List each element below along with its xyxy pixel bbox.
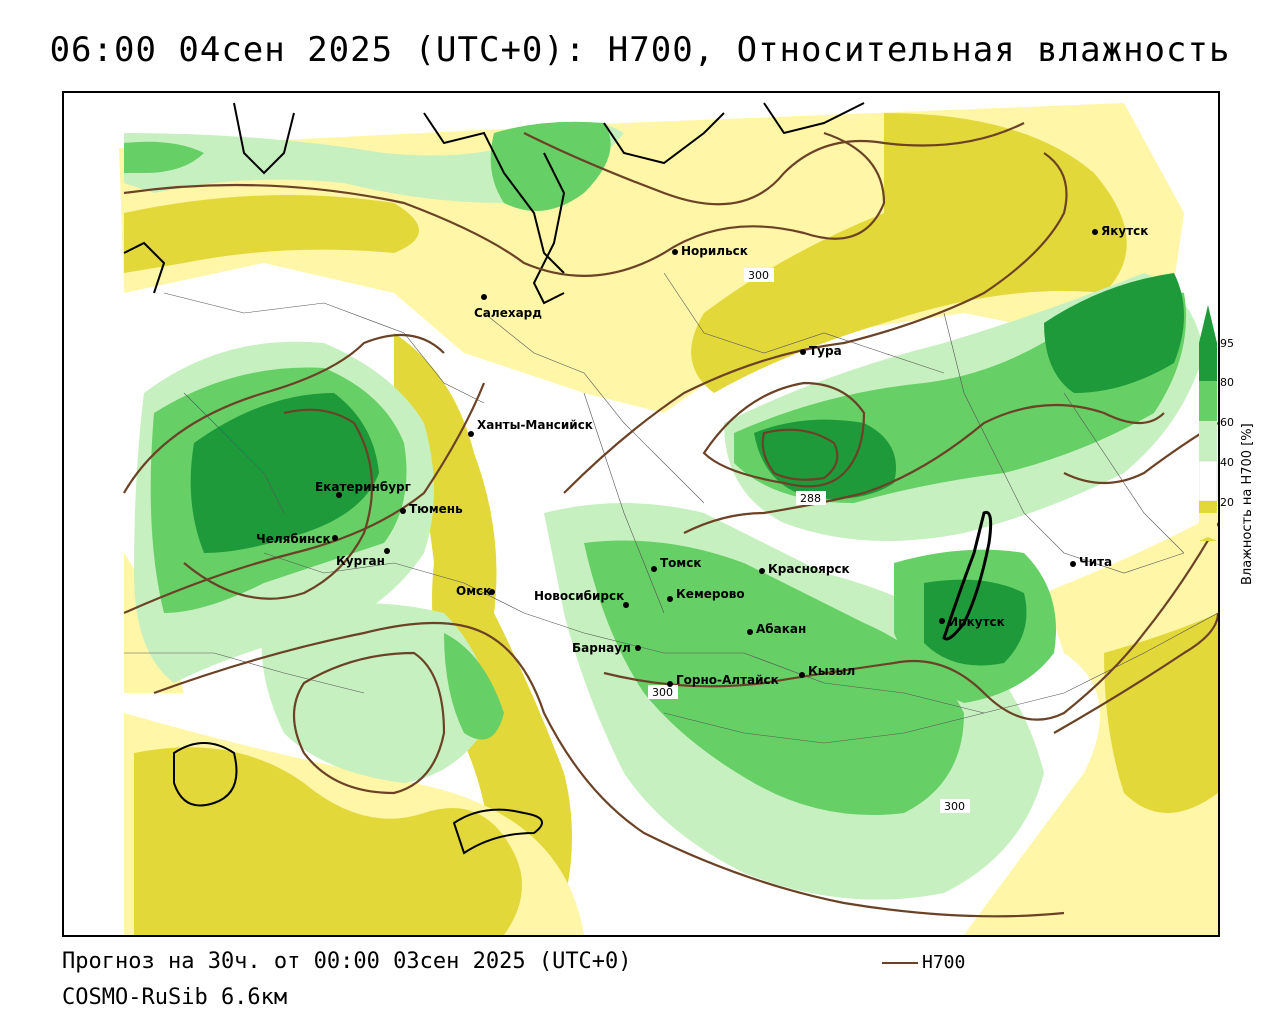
- colorbar-tick: 80: [1220, 376, 1234, 389]
- isoline-swatch: [882, 961, 918, 964]
- city-label: Екатеринбург: [315, 480, 411, 494]
- isoline-legend-label: H700: [922, 952, 966, 973]
- map-title: 06:00 04сен 2025 (UTC+0): H700, Относите…: [49, 30, 1231, 70]
- colorbar-bottom-triangle: [1199, 537, 1217, 541]
- very-wet-zone-baikal: [924, 579, 1027, 666]
- wet-zone-western-plain: [444, 633, 504, 740]
- colorbar-segment-95: [1199, 343, 1217, 381]
- colorbar-segment-80: [1199, 381, 1217, 421]
- colorbar-top-triangle: [1199, 305, 1217, 343]
- colorbar-tick: 20: [1220, 496, 1234, 509]
- very-dry-band-northwest: [124, 195, 419, 273]
- very-wet-zone-yakutia: [1044, 273, 1184, 393]
- city-dot: [332, 535, 338, 541]
- city-dot: [672, 249, 678, 255]
- admin-borders: [124, 272, 1218, 744]
- city-dot: [799, 672, 805, 678]
- city-dot: [635, 645, 641, 651]
- city-dot: [747, 629, 753, 635]
- h700-isolines: [123, 122, 1218, 918]
- isoline-label: 300: [652, 686, 673, 699]
- forecast-info: Прогноз на 30ч. от 00:00 03сен 2025 (UTC…: [62, 949, 632, 974]
- city-label: Тюмень: [409, 502, 463, 516]
- city-dot: [336, 492, 342, 498]
- very-dry-zone-southwest: [134, 747, 522, 935]
- moisture-field: [124, 121, 1204, 900]
- city-label: Абакан: [756, 622, 806, 636]
- colorbar-tick: 95: [1220, 337, 1234, 350]
- wet-zone-central: [584, 540, 964, 815]
- map-area[interactable]: 300 288 300 300 Норильск Якутск Салехард…: [62, 91, 1220, 937]
- city-label: Новосибирск: [534, 589, 624, 603]
- city-dot: [667, 596, 673, 602]
- lake-baikal: [942, 510, 993, 641]
- city-label: Ханты-Мансийск: [477, 418, 593, 432]
- city-dot: [468, 431, 474, 437]
- city-label: Курган: [336, 554, 385, 568]
- balkhash-outline: [452, 808, 543, 855]
- city-label: Иркутск: [948, 615, 1005, 629]
- coastlines: [123, 102, 993, 855]
- very-wet-zone-ural: [190, 393, 379, 553]
- city-label: Кызыл: [808, 664, 855, 678]
- isoline-label: 300: [748, 269, 769, 282]
- city-label: Чита: [1079, 555, 1112, 569]
- city-label: Томск: [660, 556, 702, 570]
- city-label: Барнаул: [572, 641, 631, 655]
- colorbar-tick: 60: [1220, 416, 1234, 429]
- city-dot: [623, 602, 629, 608]
- colorbar-label: Влажность на H700 [%]: [1240, 423, 1255, 585]
- city-label: Красноярск: [768, 562, 850, 576]
- colorbar-segment-dry: [1199, 501, 1217, 513]
- isoline-labels: 300 288 300 300: [648, 268, 970, 813]
- colorbar-segment-40: [1198, 460, 1218, 502]
- city-dot: [400, 508, 406, 514]
- city-dot: [481, 294, 487, 300]
- city-dot: [489, 589, 495, 595]
- very-dry-zone-east: [1104, 613, 1218, 813]
- city-dot: [800, 349, 806, 355]
- colorbar-svg: [1198, 305, 1218, 541]
- city-dot: [1092, 229, 1098, 235]
- city-markers: Норильск Якутск Салехард Тура Ханты-Манс…: [256, 224, 1148, 687]
- city-label: Горно-Алтайск: [676, 673, 779, 687]
- city-dot: [651, 566, 657, 572]
- wet-zone-northwest: [124, 141, 204, 173]
- city-dot: [1070, 561, 1076, 567]
- city-label: Тура: [809, 344, 842, 358]
- map-canvas: 300 288 300 300 Норильск Якутск Салехард…: [119, 102, 1218, 935]
- city-label: Норильск: [681, 244, 748, 258]
- city-dot: [759, 568, 765, 574]
- model-name: COSMO-RuSib 6.6км: [62, 985, 288, 1010]
- moist-zone-western-plain: [261, 603, 494, 783]
- caspian-outline: [173, 742, 238, 807]
- very-dry-band-north: [691, 113, 1127, 393]
- city-dot: [384, 548, 390, 554]
- colorbar: [1198, 305, 1269, 595]
- city-label: Кемерово: [676, 587, 745, 601]
- city-dot: [939, 618, 945, 624]
- city-label: Челябинск: [256, 532, 331, 546]
- isoline-label: 288: [800, 492, 821, 505]
- city-label: Омск: [456, 584, 491, 598]
- isoline-label: 300: [944, 800, 965, 813]
- city-dot: [667, 681, 673, 687]
- very-dry-band-central: [394, 333, 572, 935]
- colorbar-segment-60: [1199, 421, 1217, 461]
- city-label: Якутск: [1101, 224, 1148, 238]
- isoline-legend: H700: [882, 952, 965, 973]
- colorbar-tick: 40: [1220, 456, 1234, 469]
- city-label: Салехард: [474, 306, 542, 320]
